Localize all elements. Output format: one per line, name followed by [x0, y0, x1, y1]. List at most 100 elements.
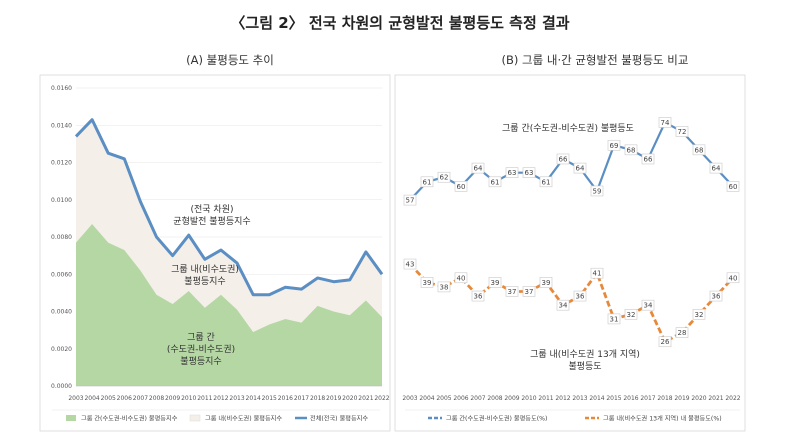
panel-a-annotation-total: 균형발전 불평등지수: [173, 216, 250, 227]
panel-b-point-between-box: [505, 167, 519, 178]
panel-b-point-within-label: 43: [406, 261, 415, 269]
panel-b-point-within-box: [692, 309, 706, 320]
panel-a-y-tick: 0.0040: [51, 309, 72, 316]
panel-a-y-tick: 0.0020: [51, 346, 72, 353]
panel-b-point-within-label: 39: [423, 279, 432, 287]
panel-a-x-tick: 2010: [181, 395, 196, 402]
panel-a-x-tick: 2009: [165, 395, 180, 402]
panel-a-x-tick: 2011: [197, 395, 212, 402]
panel-b-point-within-box: [590, 267, 604, 279]
panel-b-point-between-label: 64: [474, 165, 483, 173]
panel-b-point-between-box: [488, 176, 502, 188]
panel-b-point-between-label: 61: [542, 178, 551, 186]
panel-b-title: (B) 그룹 내·간 균형발전 불평등도 비교: [501, 53, 689, 67]
panel-b-point-between-label: 57: [406, 197, 415, 205]
panel-b-point-within-label: 34: [644, 302, 653, 310]
panel-b-x-tick: 2019: [674, 395, 689, 402]
panel-b-point-within-box: [658, 336, 672, 348]
panel-a-x-tick: 2013: [229, 395, 244, 402]
panel-a-x-tick: 2012: [213, 395, 228, 402]
panel-b-point-within-label: 32: [695, 311, 704, 319]
panel-b-x-tick: 2022: [725, 395, 740, 402]
panel-b-point-within-box: [675, 327, 689, 338]
panel-b-point-within-label: 40: [729, 274, 738, 282]
panel-a-x-tick: 2020: [342, 395, 357, 402]
panel-a-y-tick: 0.0000: [51, 383, 72, 390]
main-title: 〈그림 2〉 전국 차원의 균형발전 불평등도 측정 결과: [230, 14, 570, 32]
panel-b-point-within-label: 36: [474, 293, 483, 301]
panel-b-legend-label: 그룹 간(수도권-비수도권) 불평등도(%): [446, 415, 547, 423]
panel-a-line-total: [74, 118, 384, 297]
panel-a-annotation-total: (전국 차원): [190, 203, 233, 215]
panel-a-y-tick: 0.0100: [51, 197, 72, 204]
panel-b-point-within-box: [505, 286, 519, 297]
panel-a-x-tick: 2016: [278, 395, 293, 402]
panel-a-x-tick: 2018: [310, 395, 325, 402]
panel-b-point-within-label: 34: [559, 302, 568, 310]
panel-b-point-between-box: [522, 167, 536, 178]
panel-b-point-within-box: [556, 299, 570, 311]
panel-b-x-tick: 2014: [589, 395, 604, 402]
panel-a-y-tick: 0.0060: [51, 271, 72, 278]
panel-b-frame: [394, 74, 746, 432]
panel-b-point-within-label: 28: [678, 329, 687, 337]
panel-a-x-tick: 2022: [374, 395, 389, 402]
panel-a-x-tick: 2003: [68, 395, 83, 402]
panel-b-point-within-label: 36: [712, 293, 721, 301]
panel-b-point-between-label: 63: [525, 169, 534, 177]
panel-b-x-tick: 2011: [538, 395, 553, 402]
panel-a-legend-label: 그룹 내(비수도권) 불평등지수: [205, 415, 282, 423]
panel-b-point-between-box: [658, 117, 672, 128]
panel-b-x-tick: 2010: [521, 395, 536, 402]
panel-b-x-tick: 2008: [487, 395, 502, 402]
panel-b-x-tick: 2003: [402, 395, 417, 402]
panel-b-point-within-box: [726, 272, 740, 284]
panel-b-point-between-box: [692, 144, 706, 156]
panel-b-point-between-box: [590, 185, 604, 197]
panel-a-y-tick: 0.0140: [51, 122, 72, 129]
panel-a-y-tick: 0.0160: [51, 85, 72, 92]
panel-b-point-within-box: [471, 290, 485, 302]
panel-a-x-tick: 2008: [149, 395, 164, 402]
panel-b-x-tick: 2005: [436, 395, 451, 402]
panel-b-point-between-label: 66: [559, 155, 568, 163]
panel-b-point-between-box: [556, 153, 570, 165]
panel-a-x-tick: 2014: [246, 395, 261, 402]
panel-b-x-tick: 2015: [606, 395, 621, 402]
panel-a-frame: [39, 74, 391, 432]
panel-b-point-within-box: [488, 277, 502, 288]
panel-b-x-tick: 2012: [555, 395, 570, 402]
panel-a-x-tick: 2004: [84, 395, 99, 402]
panel-b-point-within-label: 38: [440, 283, 449, 291]
panel-a-x-tick: 2007: [133, 395, 148, 402]
panel-b-point-between-box: [471, 162, 485, 174]
panel-b-point-between-label: 61: [491, 178, 500, 186]
panel-b-point-within-box: [454, 272, 468, 284]
panel-b-point-between-label: 74: [661, 119, 670, 127]
panel-b-point-between-label: 63: [508, 169, 517, 177]
panel-a-title: (A) 불평등도 추이: [186, 53, 274, 67]
panel-b-x-tick: 2013: [572, 395, 587, 402]
panel-b-point-between-box: [607, 139, 621, 151]
panel-b-point-within-label: 26: [661, 338, 670, 346]
panel-a-annotation-within: 그룹 내(비수도권): [171, 263, 239, 275]
panel-b-x-tick: 2004: [419, 395, 434, 402]
panel-a-legend-swatch: [66, 415, 76, 421]
panel-b-point-between-box: [675, 126, 689, 137]
panel-b-point-within-box: [709, 290, 723, 302]
panel-b-point-within-box: [522, 286, 536, 297]
panel-b-x-tick: 2016: [623, 395, 638, 402]
panel-b-point-between-label: 72: [678, 128, 687, 136]
panel-b-point-within-label: 37: [525, 288, 534, 296]
panel-b-annotation-within: 불평등도: [568, 361, 601, 372]
panel-b-point-within-label: 39: [491, 279, 500, 287]
panel-b-point-within-box: [437, 281, 451, 293]
panel-b-annotation-within: 그룹 내(비수도권 13개 지역): [530, 348, 640, 360]
panel-b-point-between-box: [437, 171, 451, 183]
panel-b-point-within-box: [420, 277, 434, 288]
panel-b-legend-label: 그룹 내(비수도권 13개 지역) 내 불평등도(%): [603, 415, 722, 423]
panel-a-x-tick: 2017: [294, 395, 309, 402]
panel-a-x-tick: 2019: [326, 395, 341, 402]
panel-b-point-between-box: [709, 162, 723, 174]
